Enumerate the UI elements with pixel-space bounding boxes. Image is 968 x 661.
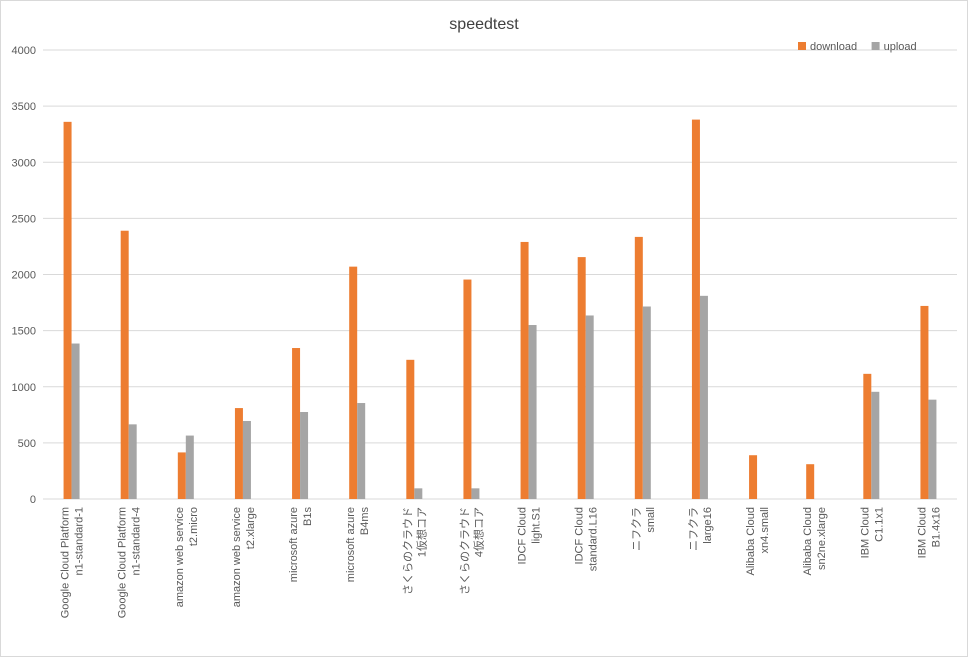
bar-upload <box>928 399 937 499</box>
x-tick-label: microsoft azure B1s <box>288 507 314 583</box>
x-tick-label-line: xn4.small <box>759 507 771 553</box>
bar-download <box>406 359 415 499</box>
y-axis-ticks: 0 500 1000 1500 2000 2500 3000 3500 4000 <box>12 45 36 506</box>
x-tick-label-line: t2.xlarge <box>245 507 257 549</box>
y-tick-label: 3500 <box>12 101 36 113</box>
x-tick-label: amazon web service t2.micro <box>174 507 200 607</box>
x-tick-label: Google Cloud Platform n1-standard-1 <box>60 507 86 618</box>
bar-download <box>292 348 301 499</box>
y-tick-label: 3000 <box>12 157 36 169</box>
x-tick-label: amazon web service t2.xlarge <box>231 507 257 607</box>
x-axis-labels: Google Cloud Platform n1-standard-1 Google… <box>60 507 943 619</box>
bar-download <box>806 464 815 499</box>
x-tick-label-line: amazon web service <box>174 507 186 607</box>
x-tick-label-line: C1.1x1 <box>873 507 885 542</box>
x-tick-label-line: IDCF Cloud <box>574 507 586 564</box>
x-tick-label: ニフクラ large16 <box>687 507 714 551</box>
bar-download <box>577 257 586 499</box>
chart-title: speedtest <box>449 16 519 33</box>
y-tick-label: 500 <box>18 438 36 450</box>
bar-upload <box>642 306 651 499</box>
bar-download <box>863 373 872 499</box>
bar-download <box>120 230 129 499</box>
x-tick-label-line: n1-standard-1 <box>74 507 86 576</box>
x-tick-label-line: ニフクラ <box>630 507 643 551</box>
x-tick-label: IDCF Cloud light.S1 <box>517 507 543 564</box>
x-tick-label-line: t2.micro <box>188 507 200 546</box>
bar-upload <box>71 343 80 499</box>
bar-upload <box>528 325 537 499</box>
x-tick-label-line: Alibaba Cloud <box>745 507 757 576</box>
gridlines <box>43 49 957 500</box>
x-tick-label-line: large16 <box>702 507 714 544</box>
x-tick-label: microsoft azure B4ms <box>345 507 371 583</box>
x-tick-label-line: B1s <box>302 507 314 526</box>
bar-download <box>520 241 529 499</box>
bar-upload <box>471 488 480 499</box>
x-tick-label-line: さくらのクラウド <box>458 507 471 595</box>
bar-upload <box>585 315 594 499</box>
x-tick-label-line: microsoft azure <box>288 507 300 582</box>
bar-upload <box>300 412 309 499</box>
bar-upload <box>185 435 194 499</box>
x-tick-label-line: ニフクラ <box>687 507 700 551</box>
x-tick-label-line: さくらのクラウド <box>401 507 414 595</box>
bar-upload <box>871 391 880 499</box>
x-tick-label-line: light.S1 <box>531 507 543 544</box>
bar-download <box>177 452 186 499</box>
x-tick-label: Google Cloud Platform n1-standard-4 <box>117 507 143 618</box>
x-tick-label-line: B4ms <box>359 507 371 536</box>
x-tick-label-line: 4仮想コア <box>471 507 485 557</box>
x-tick-label: Alibaba Cloud xn4.small <box>745 507 771 576</box>
x-tick-label: IBM Cloud B1.4x16 <box>916 507 942 558</box>
legend-swatch-upload <box>871 42 880 50</box>
legend-label-download: download <box>810 41 857 53</box>
bar-upload <box>128 424 137 499</box>
bar-download <box>463 279 472 499</box>
bar-download <box>634 236 643 500</box>
bar-upload <box>357 403 366 499</box>
x-tick-label-line: amazon web service <box>231 507 243 607</box>
bar-download <box>349 266 358 499</box>
x-tick-label: IBM Cloud C1.1x1 <box>859 507 885 558</box>
x-tick-label: IDCF Cloud standard.L16 <box>574 507 600 571</box>
y-tick-label: 1000 <box>12 382 36 394</box>
x-tick-label: ニフクラ small <box>630 507 657 551</box>
x-tick-label: Alibaba Cloud sn2ne.xlarge <box>802 507 828 576</box>
bar-download <box>749 455 758 499</box>
legend: download upload <box>798 41 917 53</box>
bars <box>63 119 937 500</box>
x-tick-label-line: B1.4x16 <box>930 507 942 547</box>
x-tick-label-line: IDCF Cloud <box>517 507 529 564</box>
x-tick-label-line: microsoft azure <box>345 507 357 582</box>
x-tick-label: さくらのクラウド 4仮想コア <box>458 507 485 595</box>
y-tick-label: 4000 <box>12 45 36 57</box>
bar-download <box>234 408 243 499</box>
x-tick-label-line: Google Cloud Platform <box>117 507 129 618</box>
legend-swatch-download <box>798 42 806 50</box>
y-tick-label: 0 <box>30 494 36 506</box>
bar-upload <box>242 420 251 499</box>
bar-upload <box>699 295 708 499</box>
y-tick-label: 2500 <box>12 213 36 225</box>
y-tick-label: 1500 <box>12 326 36 338</box>
x-tick-label-line: 1仮想コア <box>414 507 428 557</box>
x-tick-label: さくらのクラウド 1仮想コア <box>401 507 428 595</box>
x-tick-label-line: IBM Cloud <box>916 507 928 558</box>
x-tick-label-line: sn2ne.xlarge <box>816 507 828 570</box>
legend-label-upload: upload <box>884 41 917 53</box>
bar-upload <box>414 488 423 499</box>
bar-download <box>63 121 72 499</box>
bar-download <box>920 305 929 499</box>
x-tick-label-line: Alibaba Cloud <box>802 507 814 576</box>
x-tick-label-line: n1-standard-4 <box>131 507 143 576</box>
bar-download <box>691 119 700 499</box>
x-tick-label-line: Google Cloud Platform <box>60 507 72 618</box>
x-tick-label-line: IBM Cloud <box>859 507 871 558</box>
x-tick-label-line: standard.L16 <box>588 507 600 571</box>
y-tick-label: 2000 <box>12 270 36 282</box>
x-tick-label-line: small <box>645 507 657 533</box>
